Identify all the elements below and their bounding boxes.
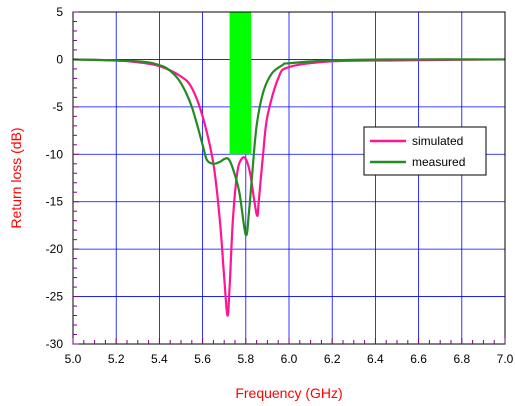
legend: simulated measured <box>363 126 487 176</box>
x-tick-label-1: 5.2 <box>108 352 125 366</box>
series-line-measured <box>72 58 506 237</box>
x-tick-label-8: 6.6 <box>410 352 427 366</box>
legend-label-measured: measured <box>412 155 465 169</box>
legend-box <box>363 126 487 176</box>
x-tick-labels: 5.0 5.2 5.4 5.6 5.8 6.0 6.2 6.4 6.6 6.8 7.0 <box>65 352 514 366</box>
x-tick-label-3: 5.6 <box>194 352 211 366</box>
y-tick-label-1: 0 <box>56 52 63 66</box>
x-tick-label-7: 6.4 <box>367 352 384 366</box>
x-tick-label-10: 7.0 <box>497 352 514 366</box>
y-tick-label-3: -10 <box>46 147 64 161</box>
x-tick-label-0: 5.0 <box>65 352 82 366</box>
y-tick-label-2: -5 <box>52 100 63 114</box>
x-axis-title: Frequency (GHz) <box>235 385 342 401</box>
y-axis-title: Return loss (dB) <box>8 127 24 228</box>
x-tick-label-5: 6.0 <box>281 352 298 366</box>
y-tick-label-5: -20 <box>46 242 64 256</box>
y-tick-label-6: -25 <box>46 290 64 304</box>
frequency-band <box>229 12 252 155</box>
y-tick-label-4: -15 <box>46 195 64 209</box>
band-layer <box>229 12 252 155</box>
x-tick-label-6: 6.2 <box>324 352 341 366</box>
x-tick-label-2: 5.4 <box>151 352 168 366</box>
series-layer <box>72 58 506 317</box>
minor-ticks <box>72 11 506 345</box>
x-tick-label-9: 6.8 <box>453 352 470 366</box>
series-line-simulated <box>72 58 506 317</box>
y-tick-labels: 5 0 -5 -10 -15 -20 -25 -30 <box>46 5 64 351</box>
y-tick-label-0: 5 <box>56 5 63 19</box>
x-tick-label-4: 5.8 <box>237 352 254 366</box>
legend-label-simulated: simulated <box>412 134 463 148</box>
y-tick-label-7: -30 <box>46 337 64 351</box>
